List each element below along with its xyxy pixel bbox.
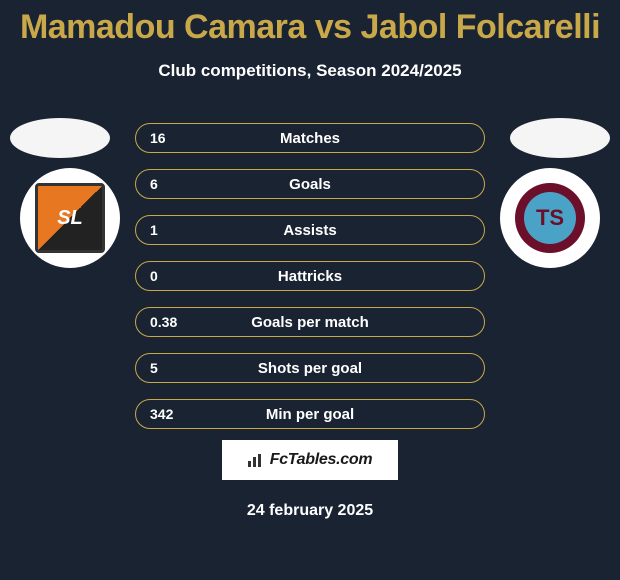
brand-logo: FcTables.com — [222, 440, 398, 480]
stat-row: 5 Shots per goal — [135, 353, 485, 383]
brand-text: FcTables.com — [270, 451, 373, 469]
stat-label: Hattricks — [136, 268, 484, 285]
chart-icon — [248, 453, 266, 467]
club-logo-right: TS — [515, 183, 585, 253]
stat-label: Min per goal — [136, 406, 484, 423]
footer-date: 24 february 2025 — [0, 502, 620, 520]
stat-row: 16 Matches — [135, 123, 485, 153]
stat-row: 6 Goals — [135, 169, 485, 199]
stat-row: 0.38 Goals per match — [135, 307, 485, 337]
club-badge-left: SL — [20, 168, 120, 268]
stat-row: 342 Min per goal — [135, 399, 485, 429]
club-logo-right-inner: TS — [524, 192, 576, 244]
stat-label: Assists — [136, 222, 484, 239]
player-avatar-left — [10, 118, 110, 158]
page-title: Mamadou Camara vs Jabol Folcarelli — [0, 0, 620, 47]
stat-row: 0 Hattricks — [135, 261, 485, 291]
stat-label: Shots per goal — [136, 360, 484, 377]
club-logo-left: SL — [35, 183, 105, 253]
player-avatar-right — [510, 118, 610, 158]
stats-container: 16 Matches 6 Goals 1 Assists 0 Hattricks… — [135, 123, 485, 445]
stat-row: 1 Assists — [135, 215, 485, 245]
club-badge-right: TS — [500, 168, 600, 268]
stat-label: Matches — [136, 130, 484, 147]
stat-label: Goals — [136, 176, 484, 193]
stat-label: Goals per match — [136, 314, 484, 331]
page-subtitle: Club competitions, Season 2024/2025 — [0, 61, 620, 81]
